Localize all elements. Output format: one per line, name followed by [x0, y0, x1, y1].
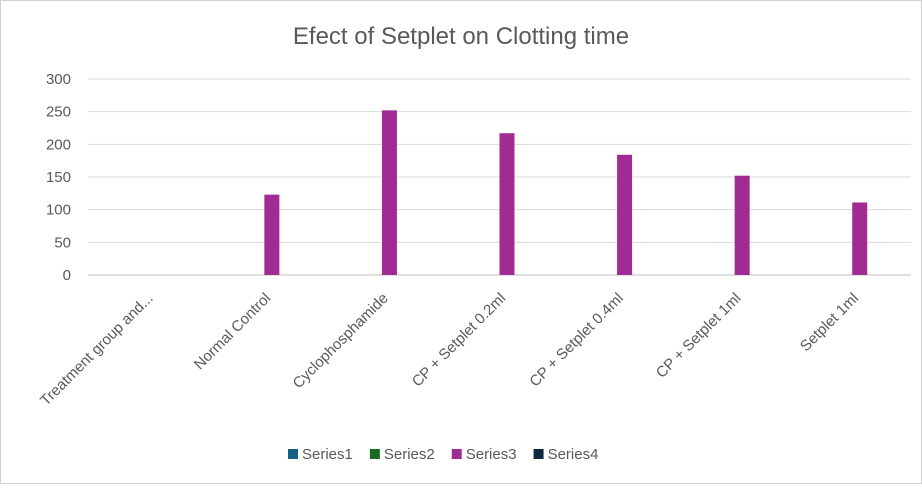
x-tick-label: CP + Setplet 0.4ml [526, 290, 627, 391]
legend: Series1 Series2 Series3 Series4 [288, 446, 598, 463]
y-tick-label: 100 [46, 202, 71, 219]
legend-label: Series4 [548, 446, 599, 463]
bar-series3-2 [381, 110, 397, 275]
bar-series3-5 [734, 175, 750, 275]
legend-swatch-series1 [288, 449, 298, 459]
y-tick-label: 300 [46, 71, 71, 88]
x-tick-label: Treatment group and... [37, 290, 157, 410]
bar-series3-4 [617, 154, 633, 275]
legend-label: Series1 [302, 446, 353, 463]
legend-label: Series2 [384, 446, 435, 463]
bar-series3-1 [264, 194, 280, 275]
y-tick-label: 250 [46, 104, 71, 121]
x-tick-label: Normal Control [191, 290, 274, 373]
y-tick-label: 50 [54, 234, 71, 251]
bar-series3-3 [499, 133, 515, 275]
x-tick-label: CP + Setplet 0.2ml [409, 290, 510, 391]
x-tick-label: Setplet 1ml [797, 290, 862, 355]
x-tick-label: Cyclophosphamide [290, 290, 392, 392]
y-tick-label: 200 [46, 136, 71, 153]
legend-swatch-series4 [533, 449, 544, 459]
legend-label: Series3 [466, 446, 517, 463]
y-tick-label: 150 [46, 169, 71, 186]
legend-swatch-series3 [451, 449, 462, 459]
legend-swatch-series2 [369, 449, 380, 459]
bar-series3-6 [852, 202, 868, 275]
x-tick-label: CP + Setplet 1ml [653, 290, 745, 382]
y-tick-label: 0 [63, 267, 71, 284]
chart-title: Efect of Setplet on Clotting time [293, 23, 629, 50]
